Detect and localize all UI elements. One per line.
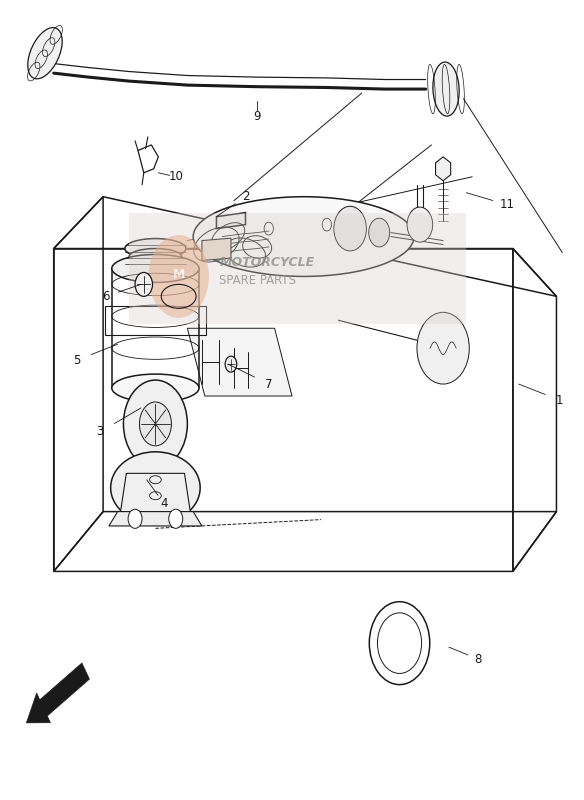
Polygon shape [217,213,245,229]
Polygon shape [436,157,451,181]
Text: 7: 7 [265,378,273,390]
Polygon shape [26,663,89,723]
Text: SPARE PARTS: SPARE PARTS [220,274,296,287]
Text: 3: 3 [96,426,104,438]
Text: 2: 2 [242,190,249,203]
Ellipse shape [28,27,62,79]
Polygon shape [187,328,292,396]
Text: 9: 9 [253,110,261,123]
Ellipse shape [433,62,459,116]
Text: M: M [172,267,185,281]
Circle shape [135,273,152,296]
Circle shape [169,510,183,528]
Ellipse shape [112,254,199,282]
Text: 8: 8 [474,653,482,666]
Circle shape [417,312,470,384]
Circle shape [123,380,187,468]
Text: 6: 6 [102,290,110,303]
Circle shape [334,206,366,251]
Text: MOTORCYCLE: MOTORCYCLE [220,256,314,270]
Circle shape [225,356,237,372]
Text: 10: 10 [168,170,183,183]
Ellipse shape [110,452,200,523]
Circle shape [140,402,171,446]
Text: 4: 4 [161,497,168,510]
Text: 1: 1 [555,394,563,406]
Circle shape [148,235,209,318]
Polygon shape [202,238,231,261]
Polygon shape [120,474,190,512]
Circle shape [128,510,142,528]
FancyBboxPatch shape [129,213,467,324]
Polygon shape [109,512,202,526]
Ellipse shape [193,197,414,277]
Text: 5: 5 [73,354,81,366]
Circle shape [369,218,390,247]
Circle shape [407,207,433,242]
Text: 11: 11 [499,198,515,211]
Ellipse shape [125,238,186,258]
Ellipse shape [112,374,199,402]
Ellipse shape [129,249,182,265]
